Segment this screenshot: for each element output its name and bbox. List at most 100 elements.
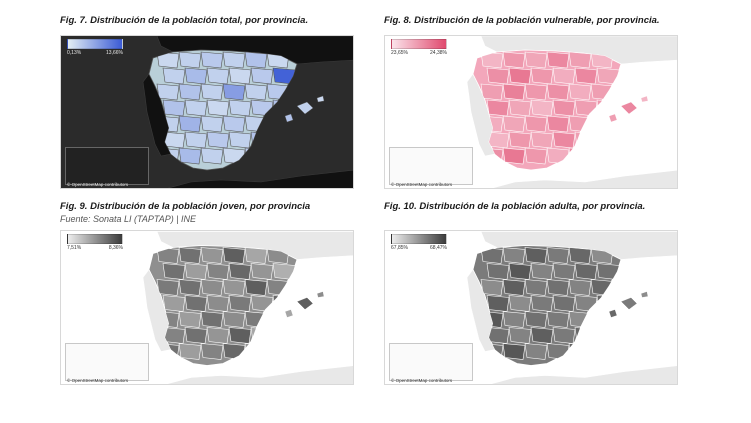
province-shape <box>546 51 570 69</box>
fig8-map[interactable]: 23,65% 24,38% © OpenStreetMap contributo… <box>384 35 678 189</box>
province-shape <box>568 83 592 101</box>
fig7-map[interactable]: 0,13% 13,66% © OpenStreetMap contributor… <box>60 35 354 189</box>
province-shape <box>200 311 224 328</box>
fig9-legend-max: 8,36% <box>108 245 123 251</box>
province-shape <box>184 327 208 344</box>
province-shape <box>222 311 246 328</box>
province-shape <box>244 83 268 101</box>
province-shape <box>184 67 208 85</box>
province-shape <box>552 99 576 117</box>
province-shape <box>200 51 224 69</box>
fig10-legend: 67,85% 68,47% <box>391 234 447 251</box>
province-shape <box>574 263 598 280</box>
province-shape <box>546 247 570 264</box>
province-shape <box>184 295 208 312</box>
province-shape <box>524 83 548 101</box>
province-shape <box>200 83 224 101</box>
balearic-island <box>620 101 638 115</box>
fig10-map[interactable]: 67,85% 68,47% © OpenStreetMap contributo… <box>384 230 678 385</box>
province-shape <box>546 83 570 101</box>
africa-land <box>167 169 353 188</box>
province-shape <box>206 327 230 344</box>
province-shape <box>250 263 274 280</box>
province-shape <box>162 295 186 312</box>
province-shape <box>486 263 510 280</box>
province-shape <box>508 131 532 149</box>
province-shape <box>228 327 252 344</box>
province-shape <box>486 295 510 312</box>
province-shape <box>156 247 180 264</box>
fig10-legend-gradient <box>391 234 447 244</box>
province-shape <box>552 67 576 85</box>
balearic-island <box>608 309 618 318</box>
fig8-map-svg <box>385 36 677 188</box>
province-shape <box>222 115 246 133</box>
province-shape <box>222 279 246 296</box>
africa-land <box>489 365 677 384</box>
province-shape <box>244 279 268 296</box>
fig9-title: Fig. 9. Distribución de la población jov… <box>60 201 311 212</box>
province-shape <box>178 51 202 69</box>
province-shape <box>552 327 576 344</box>
fig8-legend-gradient <box>391 39 447 49</box>
province-shape <box>524 311 548 328</box>
province-shape <box>546 115 570 133</box>
fig9-legend-gradient <box>67 234 123 244</box>
province-shape <box>502 147 526 165</box>
province-shape <box>228 67 252 85</box>
fig9-canary-inset <box>65 343 149 381</box>
province-shape <box>530 67 554 85</box>
province-shape <box>530 263 554 280</box>
province-shape <box>502 83 526 101</box>
province-shape <box>508 263 532 280</box>
fig9-map[interactable]: 7,51% 8,36% © OpenStreetMap contributors <box>60 230 354 385</box>
fig8-canary-inset <box>389 147 473 185</box>
fig8-legend-max: 24,38% <box>430 50 447 56</box>
balearic-island <box>316 291 325 298</box>
province-shape <box>178 343 202 360</box>
province-shape <box>552 295 576 312</box>
province-shape <box>524 147 548 165</box>
fig9-source: Fuente: Sonata LI (TAPTAP) | INE <box>60 214 197 224</box>
fig7-canary-inset <box>65 147 149 185</box>
province-shape <box>222 51 246 69</box>
fig9-legend: 7,51% 8,36% <box>67 234 123 251</box>
fig9-attribution: © OpenStreetMap contributors <box>67 378 129 383</box>
province-shape <box>486 99 510 117</box>
province-shape <box>178 311 202 328</box>
province-shape <box>546 279 570 296</box>
province-shape <box>508 295 532 312</box>
province-shape <box>524 343 548 360</box>
balearic-island <box>296 101 314 115</box>
fig9-legend-min: 7,51% <box>67 245 82 251</box>
province-shape <box>228 99 252 117</box>
province-shape <box>524 51 548 69</box>
province-shape <box>508 67 532 85</box>
province-shape <box>502 247 526 264</box>
province-shape <box>162 99 186 117</box>
province-shape <box>200 279 224 296</box>
fig10-attribution: © OpenStreetMap contributors <box>391 378 453 383</box>
province-shape <box>530 99 554 117</box>
province-shape <box>530 327 554 344</box>
province-shape <box>184 131 208 149</box>
province-shape <box>184 263 208 280</box>
province-shape <box>228 131 252 149</box>
fig10-title: Fig. 10. Distribución de la población ad… <box>384 201 646 212</box>
fig10-legend-max: 68,47% <box>430 245 447 251</box>
province-shape <box>244 247 268 264</box>
fig8-attribution: © OpenStreetMap contributors <box>391 182 453 187</box>
province-shape <box>200 147 224 165</box>
balearic-island <box>296 297 314 310</box>
africa-land <box>491 169 677 188</box>
balearic-island <box>620 297 638 310</box>
province-shape <box>502 311 526 328</box>
province-shape <box>244 51 268 69</box>
province-shape <box>552 263 576 280</box>
fig7-legend-min: 0,13% <box>67 50 82 56</box>
province-shape <box>162 263 186 280</box>
province-shape <box>524 279 548 296</box>
fig8-legend-min: 23,65% <box>391 50 408 56</box>
province-shape <box>480 279 504 296</box>
fig7-legend: 0,13% 13,66% <box>67 39 123 56</box>
